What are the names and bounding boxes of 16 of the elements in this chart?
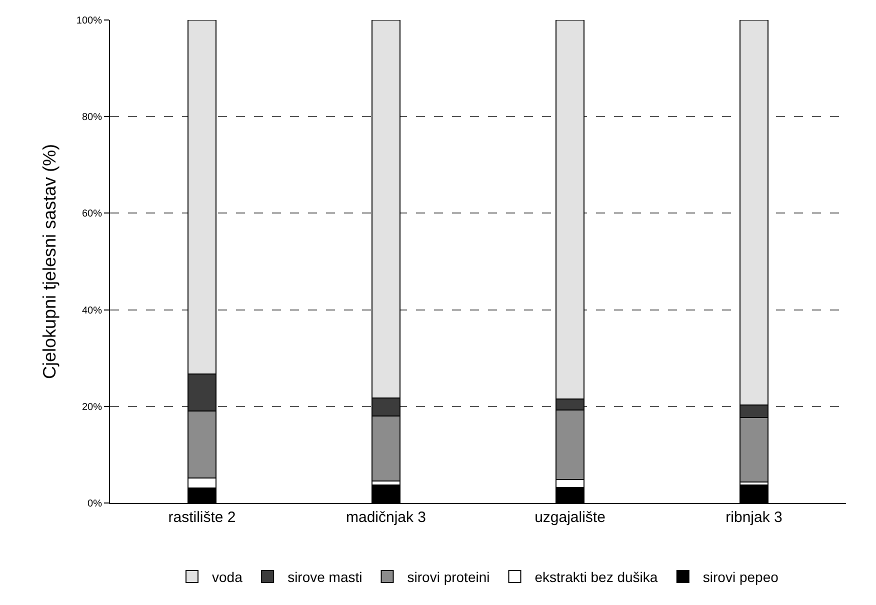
y-axis-title: Cjelokupni tjelesni sastav (%) [40, 144, 60, 380]
x-tick-label: madičnjak 3 [346, 509, 426, 526]
y-tick-label: 40% [82, 305, 102, 316]
y-tick-label: 100% [76, 16, 102, 26]
y-tick-label: 0% [88, 498, 102, 510]
x-tick-label: uzgajalište [534, 509, 606, 526]
y-tick-label: 60% [82, 208, 102, 220]
x-tick-label: ribnjak 3 [726, 509, 782, 526]
y-tick-label: 80% [82, 112, 102, 124]
legend-label: sirove masti [288, 569, 362, 586]
x-tick-label: rastilište 2 [168, 509, 236, 526]
y-tick-label: 20% [82, 402, 102, 413]
legend-label: sirovi proteini [407, 569, 490, 586]
legend-label: sirovi pepeo [702, 569, 779, 586]
legend-label: voda [212, 569, 243, 586]
legend-label: ekstrakti bez dušika [534, 569, 658, 586]
